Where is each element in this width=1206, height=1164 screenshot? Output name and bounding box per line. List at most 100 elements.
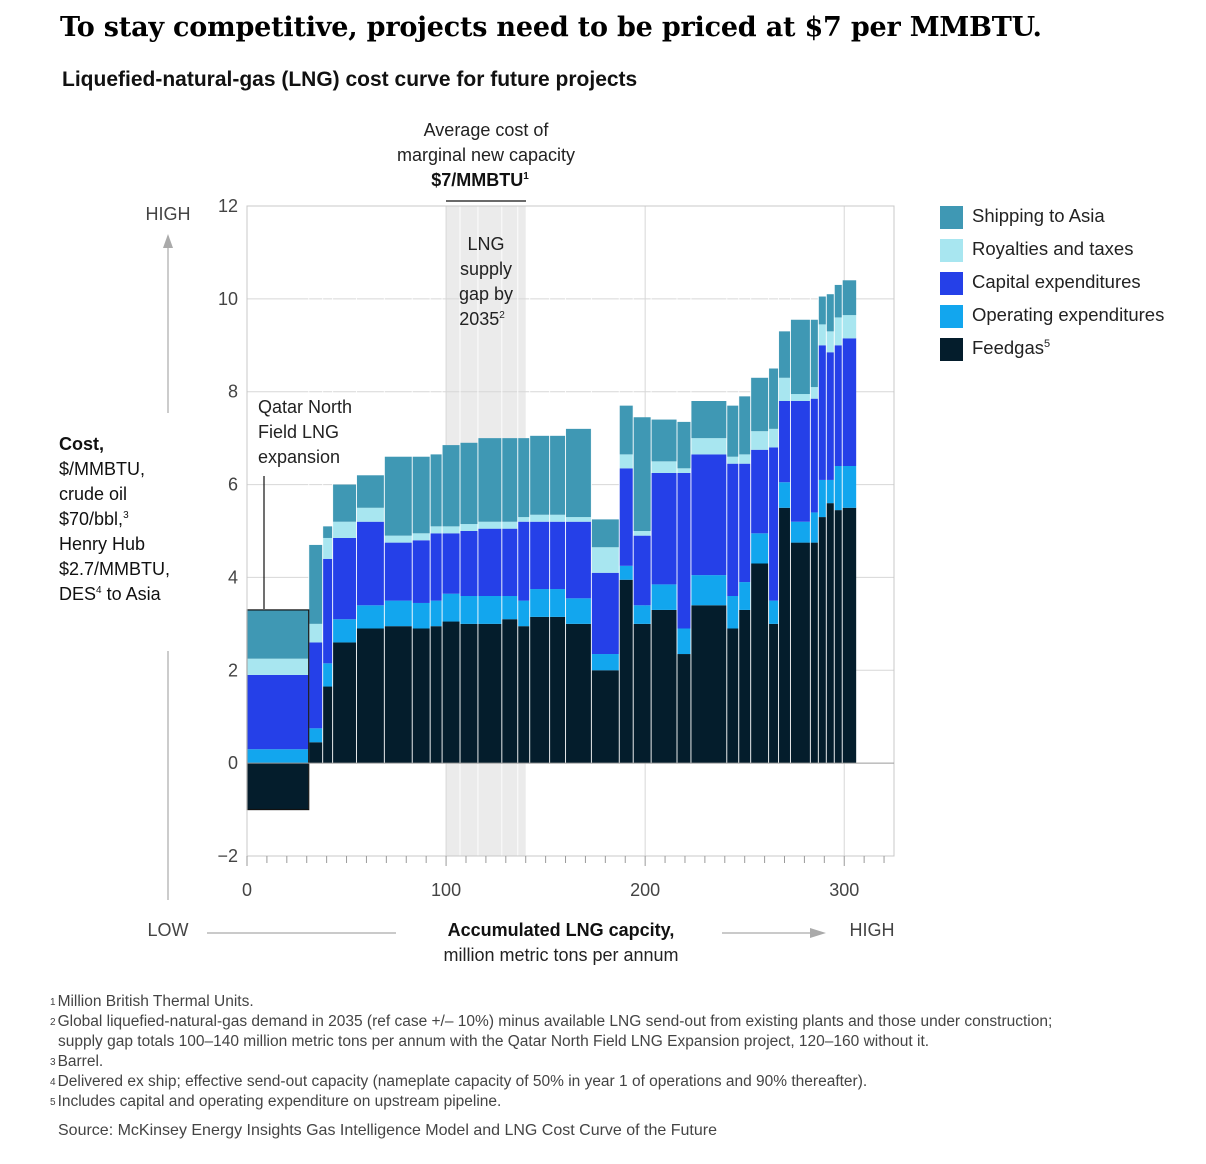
segment-shipping-28 — [790, 319, 811, 395]
y-tick-label-6: 6 — [228, 475, 238, 495]
segment-opex-3 — [322, 663, 333, 687]
segment-royalties-15 — [549, 514, 566, 522]
legend-item-feedgas: Feedgas5 — [940, 335, 1200, 361]
segment-royalties-20 — [651, 461, 678, 473]
project-bar-26 — [768, 368, 779, 764]
segment-royalties-27 — [778, 377, 791, 401]
project-bar-8 — [430, 454, 443, 764]
chart-subtitle: Liquefied-natural-gas (LNG) cost curve f… — [62, 68, 638, 91]
segment-royalties-5 — [356, 507, 385, 522]
segment-opex-10 — [460, 596, 478, 624]
y-tick-label-4: 4 — [228, 567, 238, 587]
segment-feedgas-15 — [549, 616, 566, 764]
legend-label-capex-text: Capital expenditures — [972, 271, 1141, 292]
segment-capex-10 — [460, 531, 478, 596]
segment-royalties-4 — [332, 521, 357, 538]
segment-shipping-2 — [308, 544, 323, 624]
y-tick-label-0: 0 — [228, 753, 238, 773]
segment-capex-21 — [677, 472, 691, 629]
footnote-4: 4 Delivered ex ship; effective send-out c… — [50, 1072, 1190, 1092]
y-axis-title: Cost, $/MMBTU, crude oil $70/bbl,3 Henry… — [59, 434, 175, 604]
segment-opex-16 — [565, 598, 592, 624]
segment-capex-11 — [477, 528, 502, 596]
segment-opex-22 — [690, 575, 727, 606]
y-axis-title-l3-sup: 3 — [123, 510, 129, 521]
project-bar-11 — [477, 438, 502, 764]
segment-opex-29 — [810, 512, 819, 543]
y-tick-label-2: 2 — [228, 660, 238, 680]
segment-feedgas-22 — [690, 605, 727, 764]
legend-swatch-opex — [940, 305, 963, 328]
segment-royalties-14 — [529, 514, 550, 522]
segment-capex-26 — [768, 447, 779, 601]
legend-item-royalties: Royalties and taxes — [940, 236, 1200, 262]
segment-capex-28 — [790, 401, 811, 522]
segment-capex-4 — [332, 537, 357, 620]
segment-opex-26 — [768, 600, 779, 624]
legend-label-feedgas: Feedgas5 — [972, 337, 1050, 359]
footnote-2-cont-text: supply gap totals 100–140 million metric… — [58, 1033, 930, 1050]
footnote-5-num: 5 — [50, 1097, 56, 1108]
project-bar-13 — [517, 438, 530, 764]
segment-opex-8 — [430, 600, 443, 627]
gap-label-2: supply — [460, 259, 512, 279]
legend-item-capex: Capital expenditures — [940, 269, 1200, 295]
project-bar-5 — [356, 475, 385, 764]
segment-opex-23 — [726, 596, 739, 629]
avg-cost-label-2: marginal new capacity — [397, 145, 575, 165]
segment-royalties-33 — [842, 315, 857, 339]
legend-label-feedgas-text: Feedgas — [972, 337, 1044, 358]
project-bar-1 — [247, 609, 309, 810]
segment-shipping-33 — [842, 280, 857, 316]
legend-swatch-shipping — [940, 206, 963, 229]
bars-layer — [246, 206, 857, 856]
segment-feedgas-18 — [619, 579, 634, 764]
segment-capex-20 — [651, 472, 678, 585]
footnote-2: 2 Global liquefied-natural-gas demand in … — [50, 1012, 1190, 1032]
segment-opex-18 — [619, 565, 634, 580]
segment-shipping-9 — [442, 445, 461, 527]
segment-opex-25 — [750, 533, 769, 564]
legend-label-feedgas-sup: 5 — [1044, 337, 1051, 350]
y-axis-up-arrow — [163, 234, 173, 248]
segment-feedgas-2 — [308, 742, 323, 764]
segment-capex-24 — [738, 463, 751, 583]
segment-feedgas-29 — [810, 542, 819, 764]
x-axis-title-rest: million metric tons per annum — [443, 945, 678, 965]
segment-royalties-25 — [750, 431, 769, 450]
y-axis-title-l6-rest: to Asia — [102, 584, 162, 604]
y-axis-title-bold: Cost, — [59, 434, 104, 454]
segment-royalties-16 — [565, 517, 592, 522]
x-axis-title-bold: Accumulated LNG capcity, — [448, 920, 675, 940]
y-axis-high-label: HIGH — [146, 204, 191, 224]
segment-royalties-13 — [517, 517, 530, 522]
segment-opex-19 — [633, 605, 652, 624]
segment-opex-17 — [591, 654, 620, 671]
y-tick-label-12: 12 — [218, 196, 238, 216]
segment-feedgas-14 — [529, 616, 550, 764]
qatar-label-1: Qatar North — [258, 397, 352, 417]
segment-royalties-12 — [501, 521, 518, 529]
axis-frame — [246, 205, 895, 866]
segment-royalties-23 — [726, 456, 739, 464]
footnote-4-num: 4 — [50, 1077, 56, 1088]
segment-royalties-19 — [633, 531, 652, 536]
segment-royalties-6 — [384, 535, 413, 543]
segment-shipping-14 — [529, 435, 550, 515]
segment-royalties-24 — [738, 454, 751, 464]
segment-opex-6 — [384, 600, 413, 627]
project-bar-29 — [810, 319, 819, 764]
segment-opex-24 — [738, 582, 751, 610]
segment-feedgas-28 — [790, 542, 811, 764]
segment-opex-30 — [818, 479, 827, 518]
project-bar-14 — [529, 435, 550, 764]
project-bar-3 — [322, 526, 333, 764]
segment-capex-31 — [826, 352, 835, 480]
segment-capex-7 — [412, 540, 431, 603]
project-bar-30 — [818, 296, 827, 764]
segment-capex-23 — [726, 463, 739, 596]
segment-opex-11 — [477, 596, 502, 624]
segment-shipping-17 — [591, 519, 620, 548]
footnote-3: 3 Barrel. — [50, 1052, 1190, 1072]
avg-cost-value-text: $7/MMBTU — [431, 170, 523, 190]
